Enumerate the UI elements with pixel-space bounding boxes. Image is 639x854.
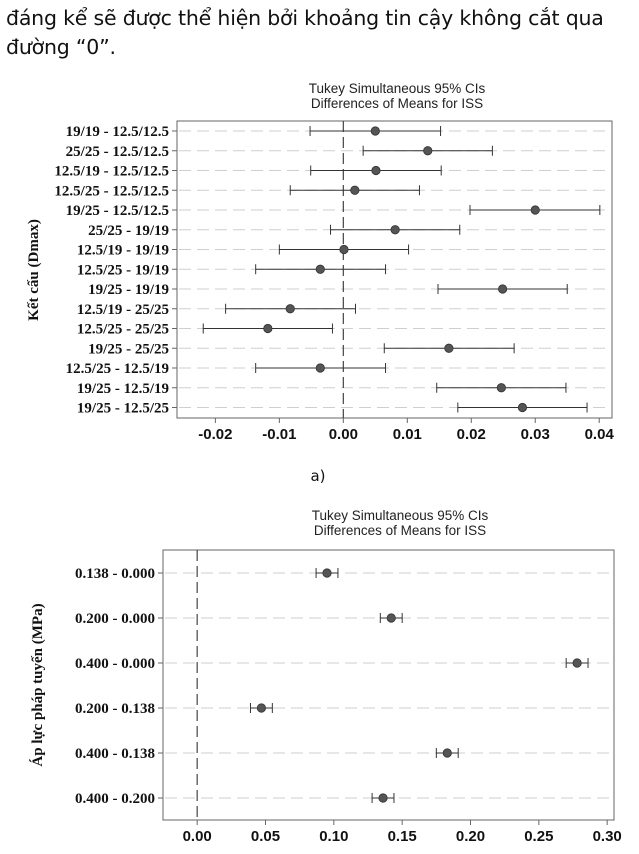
chart1-x-tick-label: 0.04 (585, 426, 615, 443)
chart1-mean-point (263, 323, 273, 334)
chart1-category-label: 12.5/25 - 12.5/12.5 (54, 183, 169, 199)
chart1-mean-point (390, 225, 400, 235)
chart1-category-label: 19/25 - 25/25 (88, 341, 169, 357)
chart1-subtitle: Differences of Means for ISS (311, 96, 483, 111)
chart2-subtitle: Differences of Means for ISS (314, 523, 486, 538)
chart2-x-tick-label: 0.25 (524, 828, 553, 845)
chart1-subplot-label: a) (310, 467, 325, 485)
chart1-x-tick-label: -0.01 (262, 426, 296, 443)
chart2-x-tick-label: 0.30 (593, 828, 622, 845)
chart2-mean-point (378, 793, 388, 803)
chart1-x-tick-label: -0.02 (198, 426, 232, 443)
chart1-mean-point (496, 383, 506, 393)
chart1-x-tick-label: 0.00 (329, 426, 358, 443)
chart1-y-axis-label: Kết cấu (Dmax) (26, 219, 42, 321)
chart1-category-label: 12.5/19 - 12.5/12.5 (54, 164, 169, 180)
chart1-mean-point (315, 363, 325, 373)
chart2-y-axis-label: Áp lực pháp tuyến (MPa) (29, 603, 46, 766)
intro-paragraph: đáng kể sẽ được thể hiện bởi khoảng tin … (6, 6, 604, 59)
chart2-x-tick-label: 0.10 (319, 828, 348, 845)
chart2-mean-point (572, 658, 582, 668)
chart1-category-label: 12.5/25 - 25/25 (77, 322, 169, 338)
chart2-mean-point (442, 748, 452, 758)
chart1-category-label: 19/25 - 19/19 (88, 282, 169, 298)
chart1-x-tick-label: 0.01 (393, 426, 422, 443)
chart1-category-label: 19/25 - 12.5/19 (77, 381, 169, 397)
chart1-mean-point (339, 244, 349, 255)
chart2-x-tick-label: 0.00 (183, 828, 212, 845)
chart2-plot-frame (162, 549, 615, 821)
chart1-mean-point (517, 402, 528, 413)
chart2-category-label: 0.400 - 0.200 (75, 791, 155, 807)
chart2-mean-point (256, 703, 266, 713)
chart1-x-tick-label: 0.03 (521, 426, 550, 443)
chart1-title: Tukey Simultaneous 95% CIs (309, 81, 486, 96)
chart1-category-label: 19/25 - 12.5/12.5 (66, 203, 169, 219)
chart1-mean-point (371, 165, 381, 176)
chart1-mean-point (423, 146, 433, 156)
chart1-category-label: 19/25 - 12.5/25 (77, 401, 169, 417)
chart1-category-label: 12.5/25 - 19/19 (77, 262, 169, 278)
chart1-mean-point (285, 304, 295, 314)
chart2-x-tick-label: 0.20 (456, 828, 485, 845)
chart2-mean-point (322, 568, 332, 578)
chart2-category-label: 0.400 - 0.000 (75, 656, 155, 672)
chart1-category-label: 25/25 - 19/19 (88, 223, 169, 239)
chart2-category-label: 0.200 - 0.138 (75, 701, 155, 717)
chart1-x-tick-label: 0.02 (457, 426, 486, 443)
chart2-category-label: 0.200 - 0.000 (75, 611, 155, 627)
chart1-mean-point (350, 185, 360, 195)
chart1-category-label: 19/19 - 12.5/12.5 (66, 124, 169, 140)
chart1-category-label: 12.5/19 - 19/19 (77, 243, 169, 259)
chart2-mean-point (386, 613, 396, 623)
chart2-category-label: 0.138 - 0.000 (75, 566, 155, 582)
chart2-title: Tukey Simultaneous 95% CIs (312, 508, 489, 523)
chart1-mean-point (370, 126, 380, 136)
chart2-x-tick-label: 0.15 (388, 828, 417, 845)
chart1-mean-point (315, 264, 325, 274)
chart1-mean-point (498, 284, 508, 294)
chart2-x-tick-label: 0.05 (251, 828, 280, 845)
chart1-mean-point (530, 205, 540, 215)
chart1-category-label: 25/25 - 12.5/12.5 (66, 144, 169, 160)
chart1-category-label: 12.5/19 - 25/25 (77, 302, 169, 318)
chart2-category-label: 0.400 - 0.138 (75, 746, 155, 762)
chart1-mean-point (444, 343, 454, 353)
chart1-category-label: 12.5/25 - 12.5/19 (66, 361, 169, 377)
